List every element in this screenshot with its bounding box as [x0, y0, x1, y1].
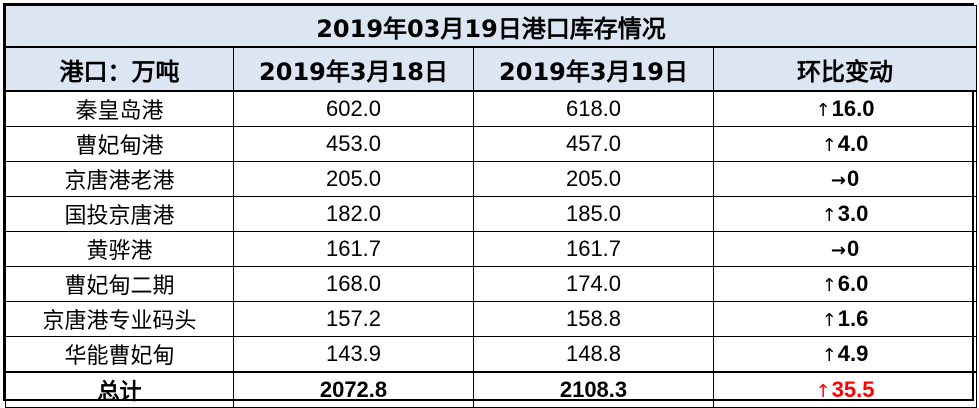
curr-value: 205.0	[473, 161, 714, 197]
up-arrow-icon: ↑	[821, 275, 837, 296]
total-change-value: 35.5	[831, 377, 875, 402]
prev-value: 168.0	[233, 266, 474, 302]
table-body: 秦皇岛港 602.0 618.0 ↑16.0 曹妃甸港 453.0 457.0 …	[5, 90, 978, 408]
change-value: 0	[846, 236, 860, 261]
change-value: 4.9	[837, 341, 869, 366]
port-name: 国投京唐港	[5, 196, 234, 232]
total-change-cell: ↑35.5	[712, 371, 978, 408]
table-row: 秦皇岛港 602.0 618.0 ↑16.0	[5, 90, 978, 127]
curr-value: 618.0	[473, 90, 714, 127]
change-value: 4.0	[837, 131, 869, 156]
curr-value: 174.0	[473, 266, 714, 302]
prev-value: 143.9	[233, 336, 474, 373]
port-name: 华能曹妃甸	[5, 336, 234, 373]
up-arrow-icon: ↑	[821, 345, 837, 366]
total-curr-value: 2108.3	[473, 371, 714, 408]
table-row: 国投京唐港 182.0 185.0 ↑3.0	[5, 196, 978, 232]
total-label: 总计	[5, 371, 234, 408]
prev-value: 205.0	[233, 161, 474, 197]
up-arrow-icon: ↑	[815, 381, 831, 402]
total-row: 总计 2072.8 2108.3 ↑35.5	[5, 371, 978, 408]
change-cell: ↑4.0	[712, 126, 978, 162]
curr-value: 158.8	[473, 301, 714, 337]
port-name: 京唐港专业码头	[5, 301, 234, 337]
port-name: 京唐港老港	[5, 161, 234, 197]
header-row: 港口：万吨 2019年3月18日 2019年3月19日 环比变动	[5, 46, 978, 92]
header-port: 港口：万吨	[5, 46, 234, 92]
header-curr-date: 2019年3月19日	[473, 46, 714, 92]
table-row: 曹妃甸港 453.0 457.0 ↑4.0	[5, 126, 978, 162]
table-row: 华能曹妃甸 143.9 148.8 ↑4.9	[5, 336, 978, 373]
table-row: 黄骅港 161.7 161.7 →0	[5, 231, 978, 267]
curr-value: 185.0	[473, 196, 714, 232]
change-value: 1.6	[837, 306, 869, 331]
header-prev-date: 2019年3月18日	[233, 46, 474, 92]
up-arrow-icon: ↑	[815, 100, 831, 121]
up-arrow-icon: ↑	[821, 205, 837, 226]
change-value: 6.0	[837, 271, 869, 296]
table-row: 曹妃甸二期 168.0 174.0 ↑6.0	[5, 266, 978, 302]
right-arrow-icon: →	[830, 170, 846, 191]
curr-value: 457.0	[473, 126, 714, 162]
prev-value: 182.0	[233, 196, 474, 232]
table-row: 京唐港专业码头 157.2 158.8 ↑1.6	[5, 301, 978, 337]
change-cell: →0	[712, 231, 978, 267]
up-arrow-icon: ↑	[821, 310, 837, 331]
change-cell: →0	[712, 161, 978, 197]
right-arrow-icon: →	[830, 240, 846, 261]
port-name: 秦皇岛港	[5, 90, 234, 127]
change-cell: ↑4.9	[712, 336, 978, 373]
port-name: 曹妃甸港	[5, 126, 234, 162]
header-change: 环比变动	[712, 46, 978, 92]
total-prev-value: 2072.8	[233, 371, 474, 408]
change-cell: ↑6.0	[712, 266, 978, 302]
title-row: 2019年03月19日港口库存情况	[4, 5, 978, 48]
inventory-table-frame: 2019年03月19日港口库存情况 港口：万吨 2019年3月18日 2019年…	[3, 3, 978, 408]
curr-value: 161.7	[473, 231, 714, 267]
change-value: 0	[846, 166, 860, 191]
prev-value: 453.0	[233, 126, 474, 162]
prev-value: 157.2	[233, 301, 474, 337]
curr-value: 148.8	[473, 336, 714, 373]
prev-value: 602.0	[233, 90, 474, 127]
change-cell: ↑3.0	[712, 196, 978, 232]
port-name: 曹妃甸二期	[5, 266, 234, 302]
change-value: 16.0	[831, 96, 875, 121]
table-row: 京唐港老港 205.0 205.0 →0	[5, 161, 978, 197]
change-cell: ↑1.6	[712, 301, 978, 337]
table-title: 2019年03月19日港口库存情况	[4, 5, 978, 48]
change-value: 3.0	[837, 201, 869, 226]
prev-value: 161.7	[233, 231, 474, 267]
port-inventory-table: 2019年03月19日港口库存情况 港口：万吨 2019年3月18日 2019年…	[4, 5, 978, 408]
up-arrow-icon: ↑	[821, 135, 837, 156]
change-cell: ↑16.0	[712, 90, 978, 127]
port-name: 黄骅港	[5, 231, 234, 267]
